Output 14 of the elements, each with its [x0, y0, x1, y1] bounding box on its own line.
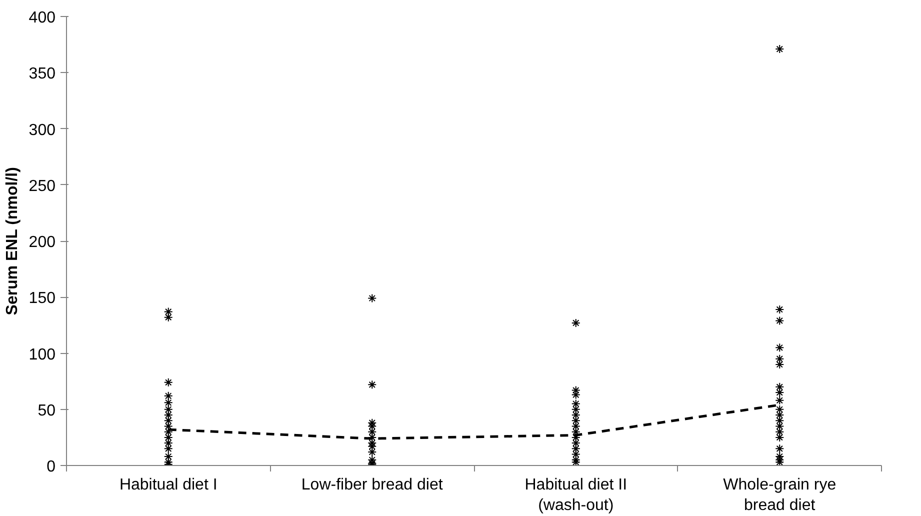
x-tick-label: Whole-grain rye bread diet [723, 476, 836, 514]
y-tick-label: 400 [28, 10, 56, 26]
y-tick-label: 350 [28, 66, 56, 83]
x-tick-label: Low-fiber bread diet [301, 476, 444, 494]
y-tick-label: 300 [28, 122, 56, 139]
y-axis-title: Serum ENL (nmol/l) [4, 167, 21, 316]
y-tick-label: 250 [28, 178, 56, 195]
y-tick-label: 0 [46, 458, 56, 476]
y-tick-label: 150 [28, 290, 56, 308]
y-tick-label: 50 [38, 402, 56, 420]
x-tick-label: Habitual diet I [119, 476, 218, 494]
y-tick-label: 200 [28, 234, 56, 251]
x-tick-label: Habitual diet II (wash-out) [524, 476, 628, 514]
y-tick-label: 100 [28, 346, 56, 364]
